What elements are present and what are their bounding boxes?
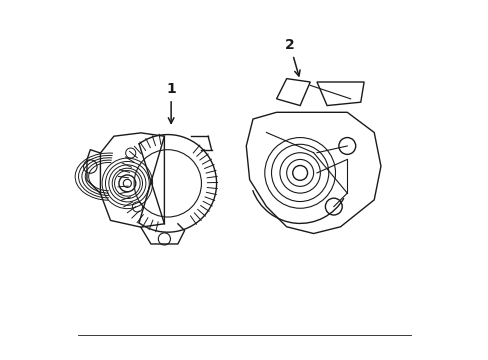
Text: 1: 1 (166, 82, 176, 123)
Text: 2: 2 (285, 38, 300, 76)
